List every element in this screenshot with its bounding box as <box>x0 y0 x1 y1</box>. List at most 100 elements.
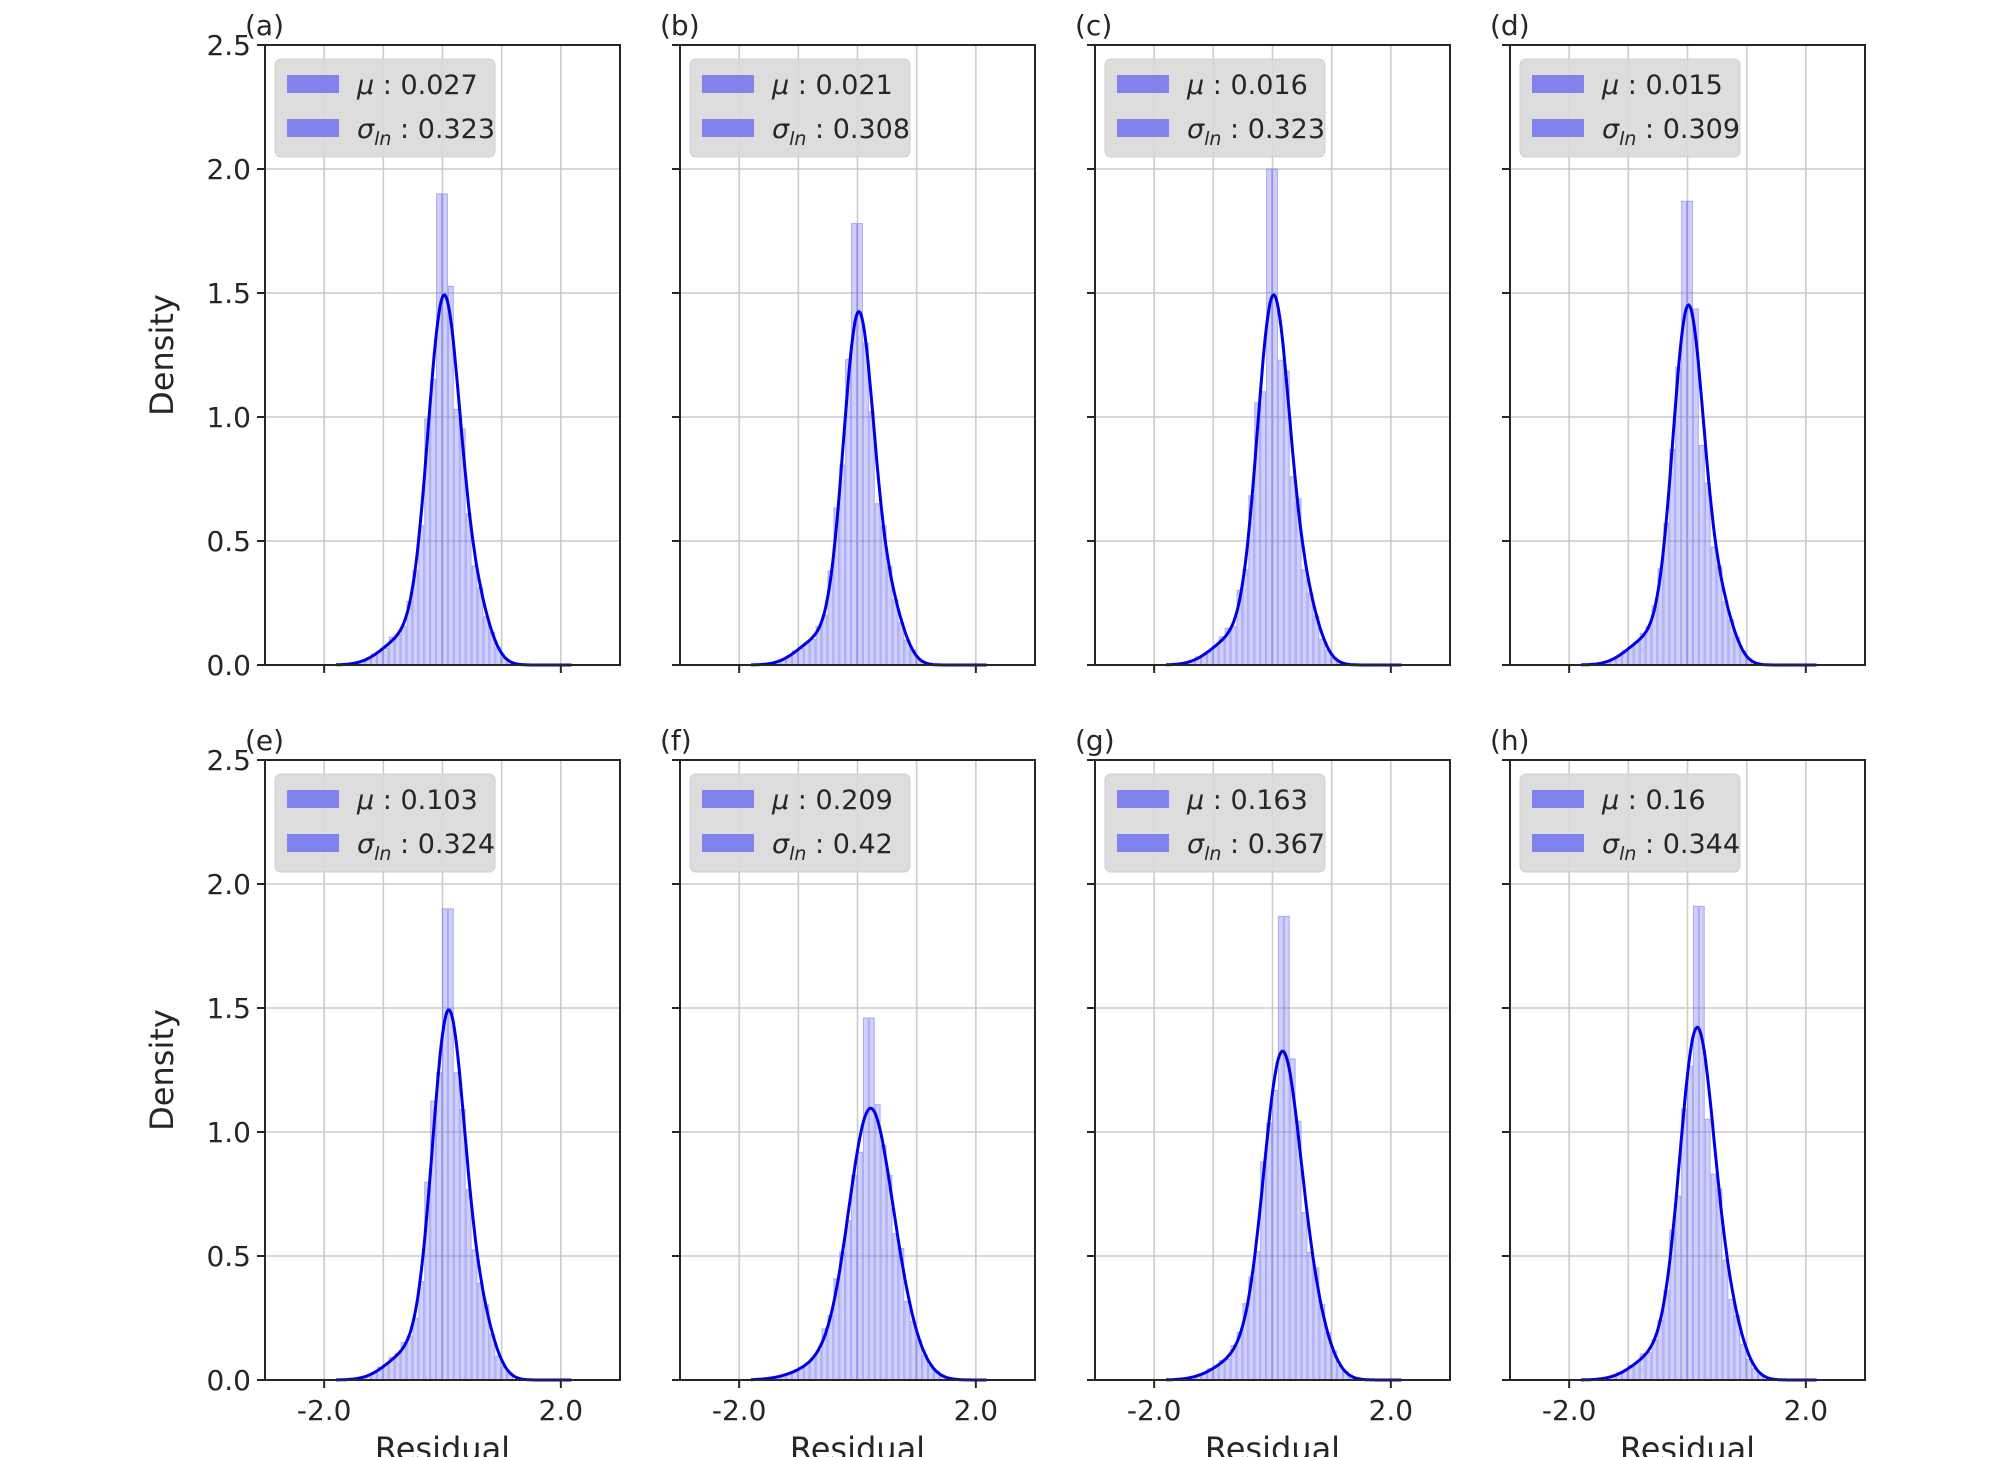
histogram-bar <box>447 908 454 1381</box>
legend-swatch <box>1532 119 1584 137</box>
legend-sigma-value: 0.323 <box>1248 114 1325 145</box>
histogram-bar <box>910 1320 917 1381</box>
axes-frame <box>1094 44 1451 666</box>
legend-mu-value: 0.209 <box>815 785 892 816</box>
x-axis-label: Residual <box>1620 1430 1755 1457</box>
histogram-bar <box>459 1108 466 1381</box>
histogram-bar <box>845 1220 852 1381</box>
histogram-bar <box>1698 905 1705 1381</box>
panel-label: (g) <box>1075 724 1115 757</box>
legend-sigma-symbol: σ <box>772 114 790 145</box>
histogram-bar <box>857 223 863 666</box>
y-tick-label: 2.5 <box>206 744 251 777</box>
legend: μ : 0.015 σln : 0.309 <box>1519 58 1741 158</box>
legend-sigma-subscript: ln <box>1619 843 1636 865</box>
axes-frame <box>264 759 621 1381</box>
legend-sigma-symbol: σ <box>357 829 375 860</box>
legend-sigma-entry: σln : 0.308 <box>772 114 910 150</box>
legend-sigma-value: 0.324 <box>418 829 495 860</box>
histogram-bar <box>1633 1362 1640 1381</box>
histogram-bar <box>471 565 478 666</box>
histogram-bar <box>1260 391 1267 666</box>
legend-swatch <box>1117 75 1169 93</box>
y-tick-label: 0.5 <box>206 525 251 558</box>
histogram-bar <box>477 1282 484 1381</box>
histogram-bar <box>406 1335 413 1381</box>
y-axis-label: Density <box>143 1009 181 1131</box>
subplot-c: (c) μ : 0.016 σln : 0.323 <box>1075 9 1451 673</box>
legend-mu-entry: μ : 0.016 <box>1186 70 1308 101</box>
legend-separator: : <box>789 785 815 816</box>
histogram-bar <box>1230 626 1237 666</box>
legend-mu-symbol: μ <box>1601 785 1619 816</box>
histogram-bar <box>868 411 875 666</box>
histogram-bar <box>868 1017 875 1381</box>
histogram-bar <box>1681 1108 1688 1381</box>
legend-sigma-entry: σln : 0.367 <box>1187 829 1325 865</box>
legend: μ : 0.16 σln : 0.344 <box>1519 773 1741 873</box>
subplot-b: (b) μ : 0.021 σln : 0.308 <box>660 9 1036 673</box>
histogram-bar <box>1710 546 1717 666</box>
axes-frame <box>1509 44 1866 666</box>
legend-separator: : <box>391 114 417 145</box>
legend-sigma-symbol: σ <box>1187 114 1205 145</box>
y-tick-label: 2.0 <box>206 868 251 901</box>
legend-mu-entry: μ : 0.021 <box>771 70 893 101</box>
legend-mu-value: 0.016 <box>1230 70 1307 101</box>
legend-swatch <box>287 119 339 137</box>
histogram-bar <box>892 1233 899 1381</box>
y-tick-label: 1.0 <box>206 401 251 434</box>
y-tick-label: 0.5 <box>206 1240 251 1273</box>
histogram-bar <box>1272 1089 1278 1381</box>
legend-separator: : <box>1619 785 1645 816</box>
legend-sigma-value: 0.42 <box>833 829 893 860</box>
histogram-bar <box>471 1249 478 1381</box>
legend-swatch <box>1532 834 1584 852</box>
histogram-bar <box>797 648 804 666</box>
legend: μ : 0.163 σln : 0.367 <box>1104 773 1326 873</box>
histogram-bar <box>442 908 448 1381</box>
legend-sigma-entry: σln : 0.344 <box>1602 829 1740 865</box>
histogram-bar <box>1698 444 1705 666</box>
legend-mu-value: 0.021 <box>815 70 892 101</box>
histogram-bar <box>1645 1352 1652 1381</box>
histogram-bar <box>1710 1173 1717 1381</box>
histogram-bar <box>436 1071 443 1381</box>
x-tick-label: -2.0 <box>1542 1394 1597 1427</box>
legend-sigma-subscript: ln <box>789 843 806 865</box>
histogram-bar <box>886 1174 893 1381</box>
histogram-bar <box>430 378 437 666</box>
histogram-bar <box>1277 915 1284 1381</box>
y-tick-label: 0.0 <box>206 649 251 682</box>
legend-sigma-symbol: σ <box>772 829 790 860</box>
histogram-bar <box>1301 569 1308 666</box>
histogram-bar <box>436 193 443 666</box>
legend-sigma-entry: σln : 0.323 <box>357 114 495 150</box>
legend: μ : 0.103 σln : 0.324 <box>274 773 496 873</box>
histogram-bar <box>1675 1195 1682 1381</box>
subplot-f: -2.0 2.0 (f) μ : 0.209 σln : 0.42 Residual <box>660 724 1036 1457</box>
legend-sigma-symbol: σ <box>357 114 375 145</box>
legend: μ : 0.209 σln : 0.42 <box>689 773 911 873</box>
histogram-bar <box>394 634 401 666</box>
legend-separator: : <box>1619 70 1645 101</box>
legend-separator: : <box>789 70 815 101</box>
legend-mu-entry: μ : 0.103 <box>356 785 478 816</box>
histogram-bar <box>1687 1065 1693 1381</box>
histogram-bar <box>1307 1251 1314 1381</box>
legend-separator: : <box>1636 829 1662 860</box>
legend-sigma-entry: σln : 0.309 <box>1602 114 1740 150</box>
histogram-bar <box>862 342 869 666</box>
histogram-bar <box>1722 1259 1729 1381</box>
legend-swatch <box>702 75 754 93</box>
legend-swatch <box>702 834 754 852</box>
histogram-bar <box>1289 476 1296 666</box>
legend-sigma-entry: σln : 0.42 <box>772 829 893 865</box>
panel-label: (d) <box>1490 9 1530 42</box>
legend: μ : 0.027 σln : 0.323 <box>274 58 496 158</box>
y-tick-label: 0.0 <box>206 1364 251 1397</box>
legend-mu-symbol: μ <box>771 70 789 101</box>
legend-swatch <box>287 834 339 852</box>
histogram-bar <box>1283 915 1290 1381</box>
